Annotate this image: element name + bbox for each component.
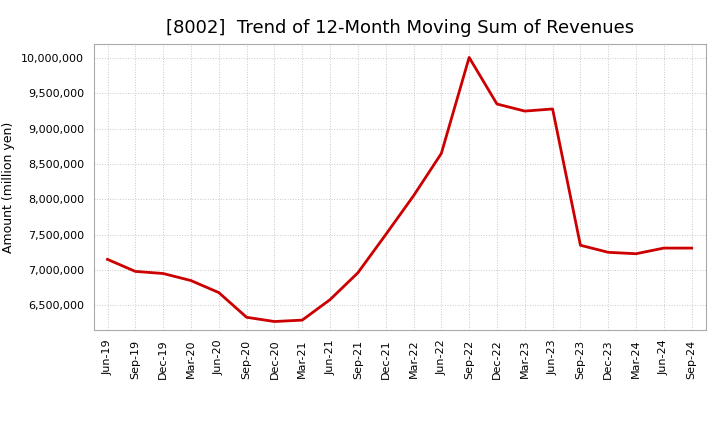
- Title: [8002]  Trend of 12-Month Moving Sum of Revenues: [8002] Trend of 12-Month Moving Sum of R…: [166, 19, 634, 37]
- Y-axis label: Amount (million yen): Amount (million yen): [2, 121, 15, 253]
